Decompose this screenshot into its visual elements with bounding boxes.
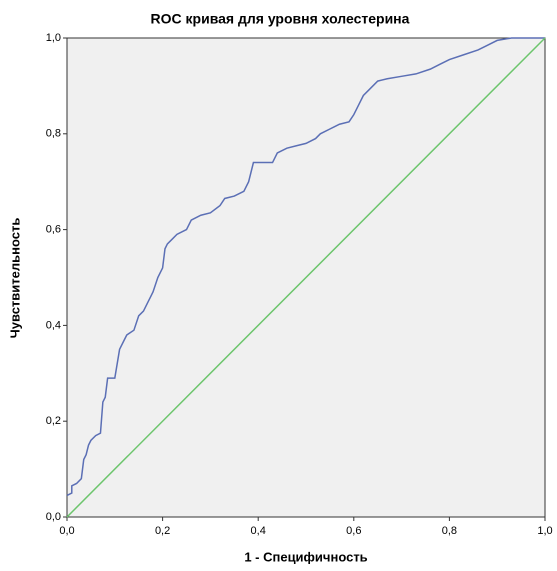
line: [66, 37, 546, 518]
y-axis-label: Чувствительность: [7, 218, 22, 339]
y-tick-label: 0,2: [46, 415, 61, 427]
y-tick-label: 0,8: [46, 128, 61, 140]
x-tick-label: 0,2: [155, 525, 170, 537]
x-tick-label: 0,4: [251, 525, 266, 537]
y-tick-label: 0,4: [46, 319, 61, 331]
x-tick-label: 0,0: [59, 525, 74, 537]
x-tick-label: 1,0: [537, 525, 552, 537]
y-tick-label: 1,0: [46, 32, 61, 44]
x-tick-label: 0,6: [346, 525, 361, 537]
x-tick-label: 0,8: [442, 525, 457, 537]
x-axis-label: 1 - Специфичность: [244, 549, 367, 564]
y-tick-label: 0,6: [46, 224, 61, 236]
line: [66, 37, 545, 497]
chart-title: ROC кривая для уровня холестерина: [151, 11, 410, 27]
y-tick-label: 0,0: [46, 511, 61, 523]
